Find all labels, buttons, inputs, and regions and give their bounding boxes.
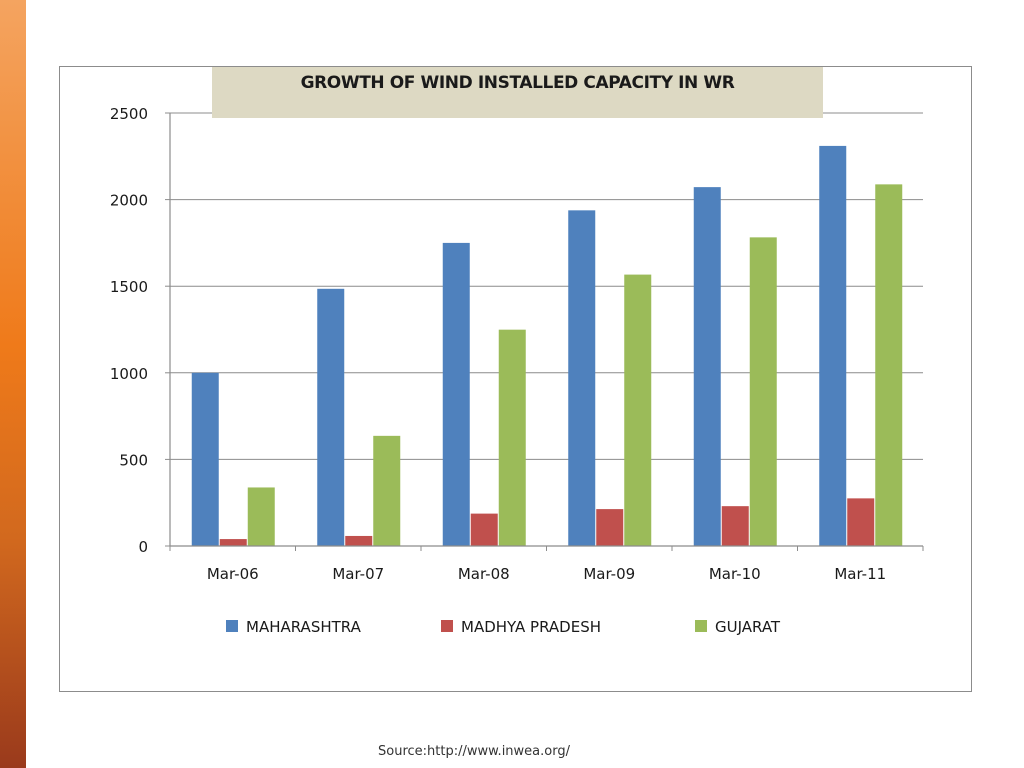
bar-madhya-pradesh: [470, 513, 498, 546]
bar-madhya-pradesh: [219, 539, 247, 546]
bar-gujarat: [373, 435, 401, 546]
bar-madhya-pradesh: [721, 506, 749, 546]
bar-madhya-pradesh: [345, 535, 373, 546]
legend-swatch: [441, 620, 453, 632]
x-tick-label: Mar-08: [458, 565, 510, 583]
chart-title-box: GROWTH OF WIND INSTALLED CAPACITY IN WR: [212, 67, 823, 118]
y-tick-label: 500: [119, 451, 148, 469]
y-tick-label: 2500: [110, 105, 148, 123]
bar-gujarat: [749, 237, 777, 546]
y-tick-label: 1500: [110, 278, 148, 296]
decorative-side-bar: [0, 0, 26, 768]
bar-maharashtra: [693, 187, 721, 547]
y-tick-label: 0: [138, 538, 148, 556]
bar-maharashtra: [819, 145, 847, 546]
bar-maharashtra: [317, 288, 345, 546]
x-tick-label: Mar-09: [583, 565, 635, 583]
bar-gujarat: [247, 487, 275, 546]
x-tick-label: Mar-07: [332, 565, 384, 583]
legend-swatch: [695, 620, 707, 632]
x-tick-label: Mar-10: [709, 565, 761, 583]
tick-labels: 0 500 1000 1500 2000 2500 Mar-06 Mar-07 Mar-08 Ma…: [110, 105, 886, 583]
bar-maharashtra: [442, 242, 470, 546]
legend-swatch: [226, 620, 238, 632]
source-caption: Source:http://www.inwea.org/: [378, 744, 570, 759]
bar-madhya-pradesh: [847, 498, 875, 546]
chart-title: GROWTH OF WIND INSTALLED CAPACITY IN WR: [300, 73, 735, 93]
x-tick-label: Mar-06: [207, 565, 259, 583]
bar-gujarat: [875, 184, 903, 546]
legend-label: MAHARASHTRA: [246, 618, 362, 636]
legend-label: MADHYA PRADESH: [461, 618, 601, 636]
bar-madhya-pradesh: [596, 509, 624, 546]
legend: MAHARASHTRA MADHYA PRADESH GUJARAT: [226, 618, 781, 636]
y-tick-label: 2000: [110, 192, 148, 210]
x-tick-label: Mar-11: [834, 565, 886, 583]
bar-gujarat: [624, 274, 652, 546]
y-tick-label: 1000: [110, 365, 148, 383]
bar-maharashtra: [191, 372, 219, 546]
bars: [191, 145, 903, 547]
gridlines: [170, 112, 923, 460]
bar-gujarat: [498, 329, 526, 546]
legend-label: GUJARAT: [715, 618, 781, 636]
axes: [165, 112, 924, 551]
bar-maharashtra: [568, 210, 596, 547]
